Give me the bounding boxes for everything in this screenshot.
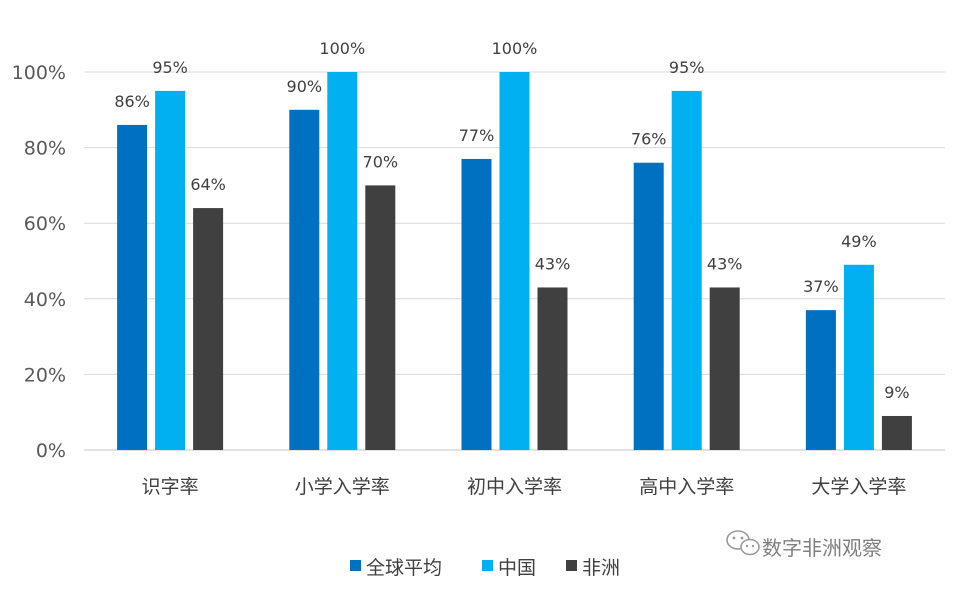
data-labels: 86%95%64%90%100%70%77%100%43%76%95%43%37… (114, 39, 909, 402)
data-label: 95% (669, 58, 705, 77)
wechat-icon (726, 530, 760, 556)
bar (155, 90, 186, 451)
y-tick-label: 0% (36, 440, 66, 462)
data-label: 70% (363, 152, 399, 171)
data-label: 100% (319, 39, 365, 58)
x-axis-ticks: 识字率 小学入学率 初中入学率 高中入学率 大学入学率 (142, 476, 907, 498)
bar (461, 158, 492, 450)
bar (671, 90, 702, 451)
data-label: 64% (190, 175, 226, 194)
bar (365, 185, 396, 450)
y-tick-label: 100% (12, 62, 66, 84)
x-tick-label: 小学入学率 (295, 476, 390, 498)
data-label: 37% (803, 277, 839, 296)
y-tick-label: 80% (24, 138, 66, 160)
data-label: 76% (631, 130, 667, 149)
y-tick-label: 60% (24, 213, 66, 235)
watermark-text: 数字非洲观察 (762, 536, 882, 560)
y-axis-ticks: 0% 20% 40% 60% 80% 100% (12, 62, 66, 462)
bar (843, 264, 874, 450)
bar (633, 162, 664, 450)
y-tick-label: 20% (24, 364, 66, 386)
data-label: 100% (492, 39, 538, 58)
legend-label: 非洲 (582, 557, 620, 579)
data-label: 43% (707, 254, 743, 273)
data-label: 77% (459, 126, 495, 145)
legend-swatch (350, 560, 361, 571)
x-tick-label: 大学入学率 (811, 476, 906, 498)
bar (117, 124, 148, 451)
watermark: 数字非洲观察 (726, 530, 882, 560)
bar (289, 109, 320, 451)
bar (805, 310, 836, 450)
legend-swatch (566, 560, 577, 571)
y-tick-label: 40% (24, 289, 66, 311)
data-label: 95% (152, 58, 188, 77)
data-label: 9% (884, 383, 909, 402)
bar (881, 415, 912, 450)
bars (117, 72, 912, 451)
bar (327, 72, 358, 450)
bar (193, 208, 224, 450)
legend-swatch (482, 560, 493, 571)
legend: 全球平均 中国 非洲 (350, 557, 620, 579)
bar (537, 287, 568, 450)
data-label: 86% (114, 92, 150, 111)
x-tick-label: 识字率 (142, 476, 199, 498)
data-label: 49% (841, 232, 877, 251)
bar (499, 72, 530, 450)
data-label: 90% (287, 77, 323, 96)
legend-label: 全球平均 (366, 557, 442, 579)
bar (709, 287, 740, 450)
x-tick-label: 高中入学率 (639, 476, 734, 498)
legend-label: 中国 (498, 557, 536, 579)
x-tick-label: 初中入学率 (467, 476, 562, 498)
data-label: 43% (535, 254, 571, 273)
